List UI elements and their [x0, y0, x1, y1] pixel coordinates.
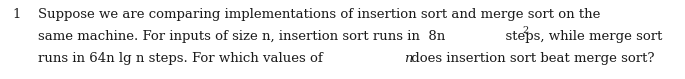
Text: 1: 1 — [12, 8, 21, 21]
Text: same machine. For inputs of size n, insertion sort runs in  8n: same machine. For inputs of size n, inse… — [38, 30, 445, 43]
Text: 2: 2 — [523, 26, 529, 35]
Text: does insertion sort beat merge sort?: does insertion sort beat merge sort? — [408, 52, 655, 65]
Text: steps, while merge sort: steps, while merge sort — [497, 30, 662, 43]
Text: runs in 64n lg n steps. For which values of: runs in 64n lg n steps. For which values… — [38, 52, 327, 65]
Text: n: n — [404, 52, 412, 65]
Text: Suppose we are comparing implementations of insertion sort and merge sort on the: Suppose we are comparing implementations… — [38, 8, 600, 21]
